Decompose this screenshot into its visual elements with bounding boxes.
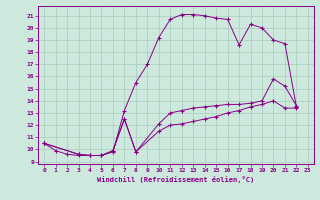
X-axis label: Windchill (Refroidissement éolien,°C): Windchill (Refroidissement éolien,°C) — [97, 176, 255, 183]
